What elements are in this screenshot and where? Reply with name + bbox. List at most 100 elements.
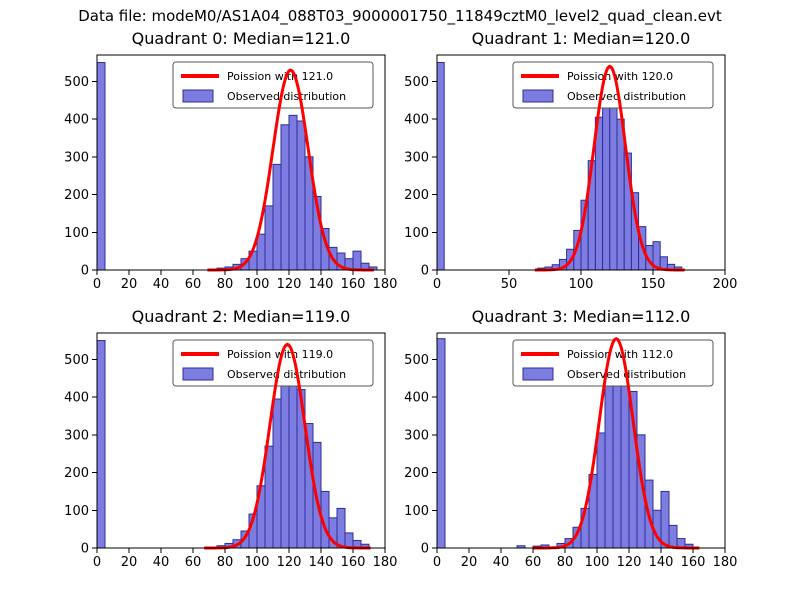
histogram-bar	[609, 80, 618, 271]
legend-label: Poission with 121.0	[227, 70, 333, 83]
y-tick-label: 500	[404, 75, 429, 90]
histogram-bar	[272, 398, 282, 549]
x-tick-label: 0	[93, 277, 101, 292]
histogram-bar	[280, 124, 290, 271]
y-tick-label: 0	[81, 542, 89, 557]
y-tick-label: 300	[64, 428, 89, 443]
poisson-fit-curve	[534, 64, 685, 272]
legend-patch-sample	[522, 367, 554, 381]
x-tick-label: 120	[277, 277, 302, 292]
x-tick-label: 20	[121, 277, 138, 292]
y-tick-label: 0	[421, 542, 429, 557]
histogram-bar	[668, 524, 678, 549]
x-tick-label: 180	[373, 277, 398, 292]
poisson-fit-curve	[204, 342, 371, 550]
subplot-title: Quadrant 3: Median=112.0	[472, 307, 691, 326]
x-tick-label: 100	[245, 555, 270, 570]
x-tick-label: 40	[493, 555, 510, 570]
x-tick-label: 160	[341, 555, 366, 570]
legend-patch-sample	[182, 367, 214, 381]
y-tick-label: 200	[64, 188, 89, 203]
x-tick-label: 0	[433, 277, 441, 292]
y-tick-label: 100	[404, 504, 429, 519]
y-tick-label: 500	[64, 353, 89, 368]
histogram-bar	[344, 532, 354, 549]
legend-label: Poission with 120.0	[567, 70, 673, 83]
legend-label: Observed distribution	[227, 90, 346, 103]
histogram-bar	[616, 118, 625, 271]
histogram-bar	[296, 120, 306, 271]
y-tick-label: 0	[421, 264, 429, 279]
histogram-bar	[604, 385, 614, 549]
subplot-title: Quadrant 0: Median=121.0	[132, 29, 351, 48]
histogram-bar	[352, 250, 362, 271]
histogram-bar	[264, 205, 274, 271]
x-tick-label: 140	[309, 277, 334, 292]
legend-box	[172, 339, 374, 387]
x-tick-label: 50	[501, 277, 518, 292]
x-tick-label: 60	[185, 555, 202, 570]
x-tick-label: 200	[713, 277, 738, 292]
y-tick-label: 400	[404, 391, 429, 406]
y-tick-label: 300	[404, 428, 429, 443]
x-tick-label: 20	[121, 555, 138, 570]
x-tick-label: 80	[557, 555, 574, 570]
y-tick-label: 500	[404, 353, 429, 368]
legend-patch-sample	[182, 89, 214, 103]
y-tick-label: 100	[404, 226, 429, 241]
y-tick-label: 100	[64, 504, 89, 519]
histogram-bar	[256, 233, 266, 271]
x-tick-label: 100	[585, 555, 610, 570]
x-tick-label: 100	[569, 277, 594, 292]
subplot-title: Quadrant 2: Median=119.0	[132, 307, 351, 326]
y-tick-label: 400	[64, 391, 89, 406]
x-tick-label: 60	[185, 277, 202, 292]
y-tick-label: 400	[64, 113, 89, 128]
y-tick-label: 500	[64, 75, 89, 90]
histogram-bar	[96, 62, 106, 271]
quadrant-0-chart: Poission with 121.0 Observed distribution…	[64, 29, 398, 292]
legend-box	[512, 61, 714, 109]
y-tick-label: 200	[404, 466, 429, 481]
quadrant-1-chart: Poission with 120.0 Observed distribution…	[404, 29, 738, 292]
y-tick-label: 300	[64, 150, 89, 165]
x-tick-label: 20	[461, 555, 478, 570]
histogram-bar	[288, 114, 298, 271]
x-tick-label: 60	[525, 555, 542, 570]
x-tick-label: 80	[217, 555, 234, 570]
y-tick-label: 200	[64, 466, 89, 481]
axis-frame	[96, 332, 386, 549]
legend-label: Observed distribution	[227, 368, 346, 381]
histogram-bar	[336, 507, 346, 549]
legend-patch-sample	[522, 89, 554, 103]
y-tick-label: 300	[404, 150, 429, 165]
y-tick-label: 200	[404, 188, 429, 203]
histogram-bar	[264, 445, 274, 549]
y-tick-label: 100	[64, 226, 89, 241]
x-tick-label: 120	[617, 555, 642, 570]
x-tick-label: 80	[217, 277, 234, 292]
legend-label: Poission with 112.0	[567, 348, 673, 361]
x-tick-label: 140	[309, 555, 334, 570]
x-tick-label: 160	[341, 277, 366, 292]
histogram-bar	[660, 490, 670, 549]
x-tick-label: 40	[153, 555, 170, 570]
x-tick-label: 100	[245, 277, 270, 292]
x-tick-label: 0	[433, 555, 441, 570]
histogram-bar	[596, 432, 606, 549]
poisson-fit-curve	[533, 337, 700, 550]
histogram-bar	[96, 340, 106, 549]
y-tick-label: 400	[404, 113, 429, 128]
legend-label: Poission with 119.0	[227, 348, 333, 361]
x-tick-label: 160	[681, 555, 706, 570]
axis-frame	[436, 332, 726, 549]
x-tick-label: 40	[153, 277, 170, 292]
subplot-title: Quadrant 1: Median=120.0	[472, 29, 691, 48]
histogram-bar	[436, 62, 445, 271]
x-tick-label: 120	[277, 555, 302, 570]
x-tick-label: 180	[713, 555, 738, 570]
histogram-bar	[436, 338, 446, 549]
quadrant-2-chart: Poission with 119.0 Observed distribution…	[64, 307, 397, 570]
